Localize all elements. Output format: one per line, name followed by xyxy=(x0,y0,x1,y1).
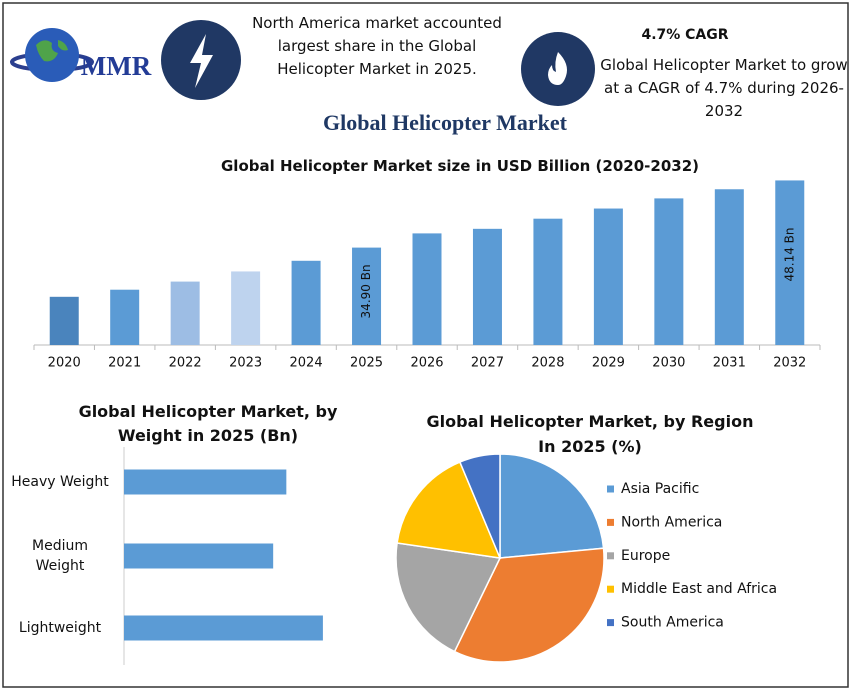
note-left: North America market accounted largest s… xyxy=(252,14,502,78)
chart-title: Global Helicopter Market, by Region In 2… xyxy=(426,412,754,456)
x-tick-label: 2021 xyxy=(108,356,141,371)
x-tick-label: 2030 xyxy=(652,356,685,371)
bar xyxy=(472,228,502,345)
legend-label: North America xyxy=(621,514,722,530)
x-tick-label: 2032 xyxy=(773,356,806,371)
main-title: Global Helicopter Market xyxy=(323,110,567,135)
x-tick-label: 2023 xyxy=(229,356,262,371)
legend-label: Middle East and Africa xyxy=(621,581,777,597)
bar xyxy=(231,271,261,345)
legend-marker xyxy=(607,619,614,627)
x-tick-label: 2026 xyxy=(410,356,443,371)
cagr-title: 4.7% CAGR xyxy=(641,27,729,43)
bar xyxy=(352,247,382,345)
x-tick-label: 2022 xyxy=(169,356,202,371)
pie-slice xyxy=(395,542,502,653)
legend-label: Europe xyxy=(621,548,670,564)
legend-label: South America xyxy=(621,615,724,631)
x-tick-label: 2028 xyxy=(531,356,564,371)
bar xyxy=(593,208,623,345)
logo-globe xyxy=(10,28,94,82)
bar xyxy=(49,296,79,345)
x-tick-label: 2025 xyxy=(350,356,383,371)
bar xyxy=(533,218,563,345)
bar xyxy=(124,469,287,495)
bar xyxy=(124,615,323,641)
bar xyxy=(110,289,140,345)
chart-title: Global Helicopter Market size in USD Bil… xyxy=(220,157,699,175)
bar xyxy=(412,233,442,345)
legend-label: Asia Pacific xyxy=(621,481,699,497)
legend-marker xyxy=(607,485,614,493)
pie-slice xyxy=(499,453,605,559)
data-label: 48.14 Bn xyxy=(782,227,796,281)
cagr-text: Global Helicopter Market to grow at a CA… xyxy=(600,56,848,120)
data-label: 34.90 Bn xyxy=(359,264,373,318)
flame-icon xyxy=(521,32,595,106)
x-tick-label: 2024 xyxy=(290,356,323,371)
x-tick-label: 2029 xyxy=(592,356,625,371)
chart-title: Global Helicopter Market, by Weight in 2… xyxy=(78,402,338,445)
bar xyxy=(654,198,684,345)
bar xyxy=(170,281,200,345)
legend-marker xyxy=(607,552,614,560)
x-tick-label: 2027 xyxy=(471,356,504,371)
y-tick-label: Heavy Weight xyxy=(11,474,109,490)
bar xyxy=(714,189,744,345)
y-tick-label: Medium Weight xyxy=(32,538,88,574)
legend-marker xyxy=(607,585,614,593)
x-tick-label: 2031 xyxy=(713,356,746,371)
bar xyxy=(124,543,274,569)
pie-slice xyxy=(458,453,501,559)
bar xyxy=(775,180,805,345)
pie-slice xyxy=(453,547,605,663)
x-tick-label: 2020 xyxy=(48,356,81,371)
lightning-icon xyxy=(161,20,241,100)
legend-marker xyxy=(607,518,614,526)
bar xyxy=(291,260,321,345)
y-tick-label: Lightweight xyxy=(18,620,102,636)
pie-slice xyxy=(396,461,502,559)
logo-text: MMR xyxy=(81,51,152,81)
